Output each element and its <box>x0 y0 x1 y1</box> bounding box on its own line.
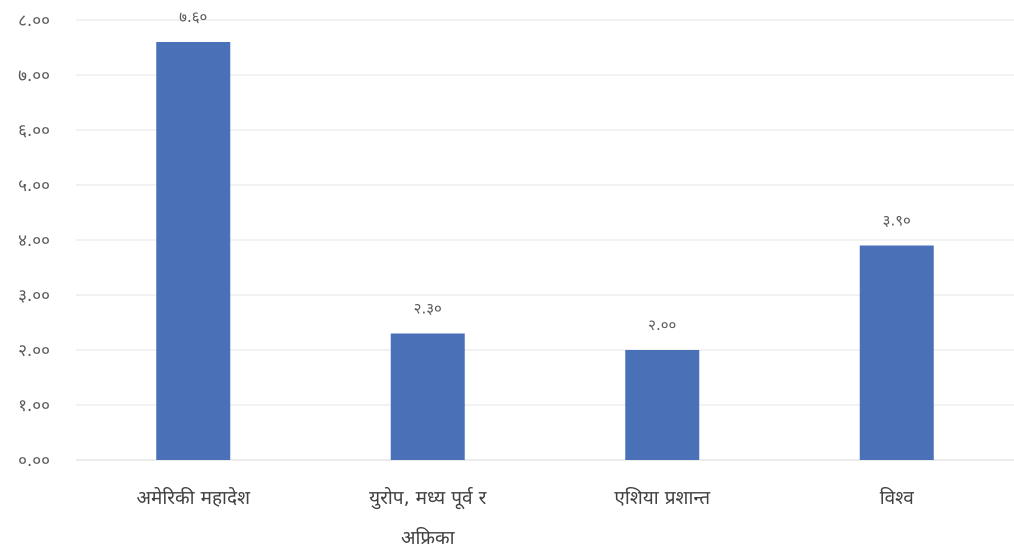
y-tick-label: ७.०० <box>18 66 50 86</box>
x-axis-tick-labels: अमेरिकी महादेश युरोप, मध्य पूर्व र अफ्रिका… <box>136 486 914 549</box>
gridlines <box>76 19 1014 461</box>
x-tick-label: विश्व <box>880 486 915 509</box>
data-label: २.३० <box>414 300 442 318</box>
y-tick-label: ३.०० <box>18 286 50 306</box>
x-tick-label: एशिया प्रशान्त <box>614 486 711 509</box>
data-labels: ७.६० २.३० २.०० ३.९० <box>179 8 911 334</box>
bar <box>390 333 465 460</box>
y-tick-label: ४.०० <box>18 231 50 251</box>
y-tick-label: ०.०० <box>18 451 50 471</box>
y-tick-label: ८.०० <box>18 11 50 31</box>
x-tick-label: युरोप, मध्य पूर्व र <box>369 486 488 510</box>
y-tick-label: २.०० <box>18 341 50 361</box>
x-tick-label: अफ्रिका <box>401 526 456 549</box>
bar <box>859 245 934 460</box>
y-tick-label: ५.०० <box>18 176 50 196</box>
y-tick-label: १.०० <box>18 396 50 416</box>
bars <box>156 42 934 460</box>
y-tick-label: ६.०० <box>18 121 50 141</box>
bar <box>625 350 700 460</box>
x-tick-label: अमेरिकी महादेश <box>136 486 251 509</box>
data-label: ७.६० <box>179 8 207 26</box>
data-label: ३.९० <box>883 212 911 230</box>
y-axis-tick-labels: ०.०० १.०० २.०० ३.०० ४.०० ५.०० ६.०० ७.०० ८.०० <box>18 11 50 471</box>
data-label: २.०० <box>648 316 676 334</box>
bar <box>156 42 231 460</box>
